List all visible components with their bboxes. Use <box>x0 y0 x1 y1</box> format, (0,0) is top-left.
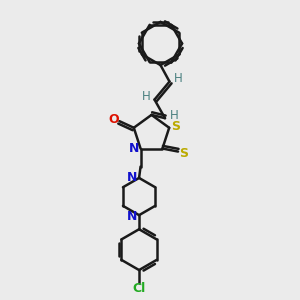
Text: N: N <box>126 170 137 184</box>
Text: N: N <box>126 209 137 223</box>
Text: N: N <box>129 142 139 155</box>
Text: O: O <box>109 113 119 126</box>
Text: Cl: Cl <box>132 282 146 295</box>
Text: S: S <box>179 146 188 160</box>
Text: H: H <box>142 90 151 103</box>
Text: S: S <box>171 120 180 133</box>
Text: H: H <box>170 109 179 122</box>
Text: H: H <box>173 72 182 85</box>
